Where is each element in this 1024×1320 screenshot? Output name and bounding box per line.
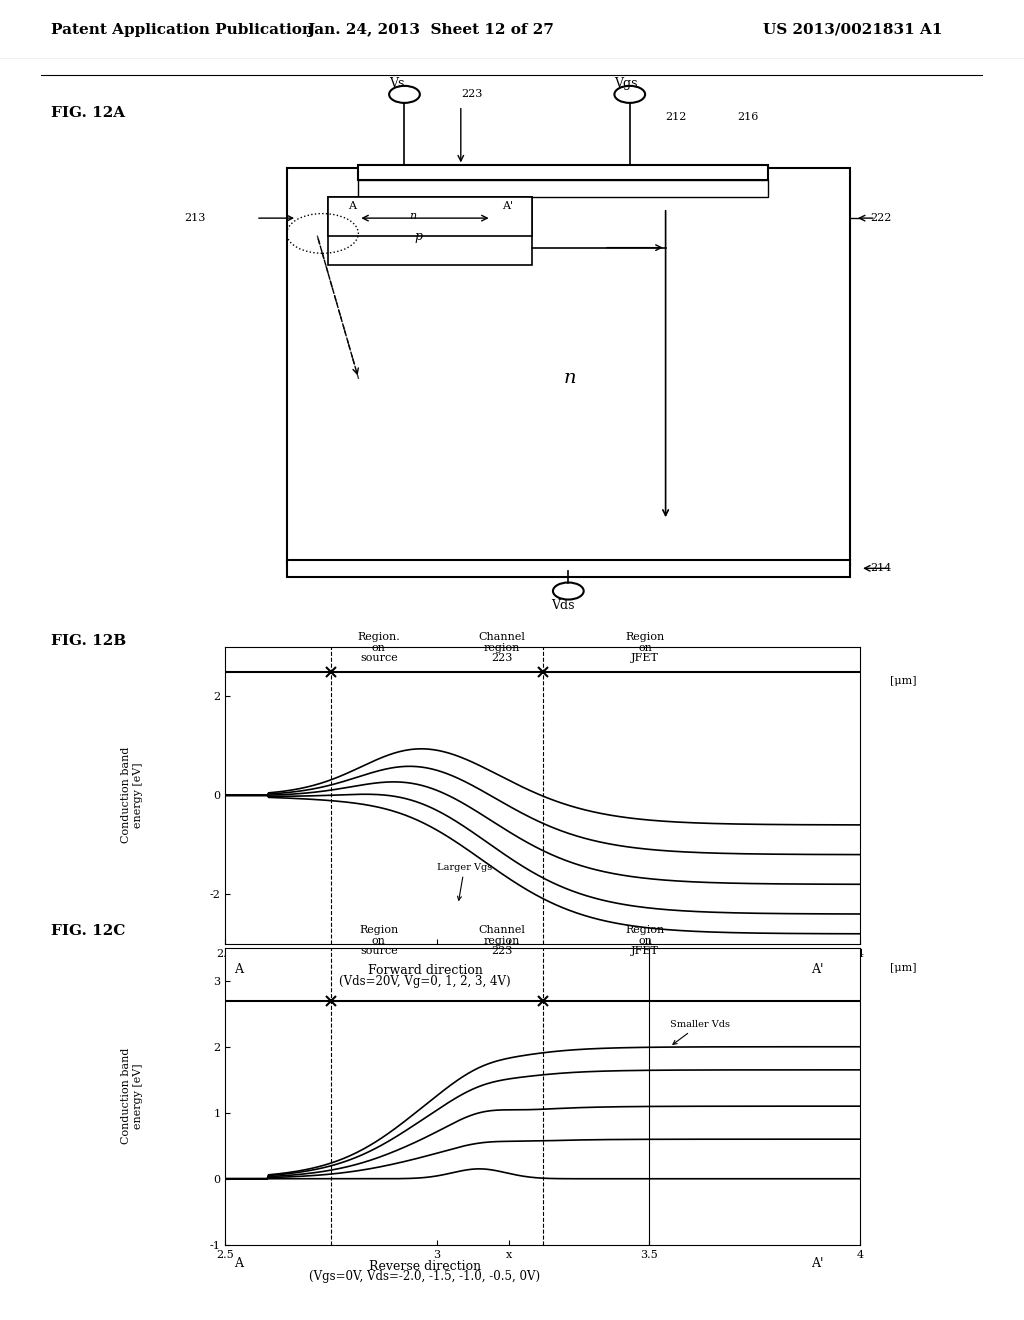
Bar (328, 197, 532, 236)
Text: Reverse direction: Reverse direction (369, 1259, 481, 1272)
Text: JFET: JFET (631, 946, 659, 957)
Text: source: source (360, 653, 397, 664)
Text: Jan. 24, 2013  Sheet 12 of 27: Jan. 24, 2013 Sheet 12 of 27 (306, 22, 554, 37)
Bar (358, 165, 768, 180)
Text: p: p (415, 230, 423, 243)
Text: [μm]: [μm] (890, 962, 916, 973)
Text: A': A' (502, 201, 513, 211)
Text: on: on (372, 643, 386, 653)
Text: A': A' (811, 1257, 823, 1270)
Text: A: A (348, 201, 356, 211)
Text: 213: 213 (184, 213, 206, 223)
Text: on: on (638, 936, 652, 946)
Text: (Vgs=0V, Vds=-2.0, -1.5, -1.0, -0.5, 0V): (Vgs=0V, Vds=-2.0, -1.5, -1.0, -0.5, 0V) (309, 1270, 541, 1283)
Text: A': A' (811, 962, 823, 975)
Text: on: on (638, 643, 652, 653)
Text: Vds: Vds (552, 599, 574, 611)
Text: source: source (360, 946, 397, 957)
Text: Patent Application Publication: Patent Application Publication (51, 22, 313, 37)
Text: [μm]: [μm] (890, 676, 916, 686)
Text: 222: 222 (870, 213, 892, 223)
Text: A: A (234, 962, 243, 975)
Text: Vgs: Vgs (614, 77, 638, 90)
Text: 216: 216 (737, 112, 759, 121)
Text: Channel: Channel (478, 925, 525, 936)
Text: region: region (483, 643, 520, 653)
Text: US 2013/0021831 A1: US 2013/0021831 A1 (763, 22, 942, 37)
Text: 223: 223 (492, 653, 512, 664)
Text: JFET: JFET (631, 653, 659, 664)
Text: FIG. 12C: FIG. 12C (51, 924, 126, 939)
Text: Region.: Region. (357, 632, 400, 643)
Text: 223: 223 (461, 90, 482, 99)
Text: FIG. 12B: FIG. 12B (51, 634, 126, 648)
Text: Region: Region (626, 632, 665, 643)
Text: Region: Region (626, 925, 665, 936)
Text: 214: 214 (870, 564, 892, 573)
Text: (Vds=20V, Vg=0, 1, 2, 3, 4V): (Vds=20V, Vg=0, 1, 2, 3, 4V) (339, 974, 511, 987)
Text: on: on (372, 936, 386, 946)
Bar (358, 180, 768, 197)
Text: 223: 223 (492, 946, 512, 957)
Text: Channel: Channel (478, 632, 525, 643)
Text: Vs: Vs (389, 77, 404, 90)
Text: Larger Vgs: Larger Vgs (437, 862, 493, 900)
Y-axis label: Conduction band
energy [eV]: Conduction band energy [eV] (121, 747, 142, 843)
Text: Forward direction: Forward direction (368, 964, 482, 977)
Text: region: region (483, 936, 520, 946)
Text: Region: Region (359, 925, 398, 936)
Text: 212: 212 (666, 112, 687, 121)
Text: n: n (410, 211, 417, 222)
Y-axis label: Conduction band
energy [eV]: Conduction band energy [eV] (121, 1048, 142, 1144)
Bar (287, 168, 850, 565)
Text: A: A (234, 1257, 243, 1270)
Text: n: n (563, 370, 575, 387)
Bar (287, 560, 850, 577)
Text: Smaller Vds: Smaller Vds (670, 1020, 730, 1044)
Bar (328, 197, 532, 264)
Text: FIG. 12A: FIG. 12A (51, 106, 125, 120)
